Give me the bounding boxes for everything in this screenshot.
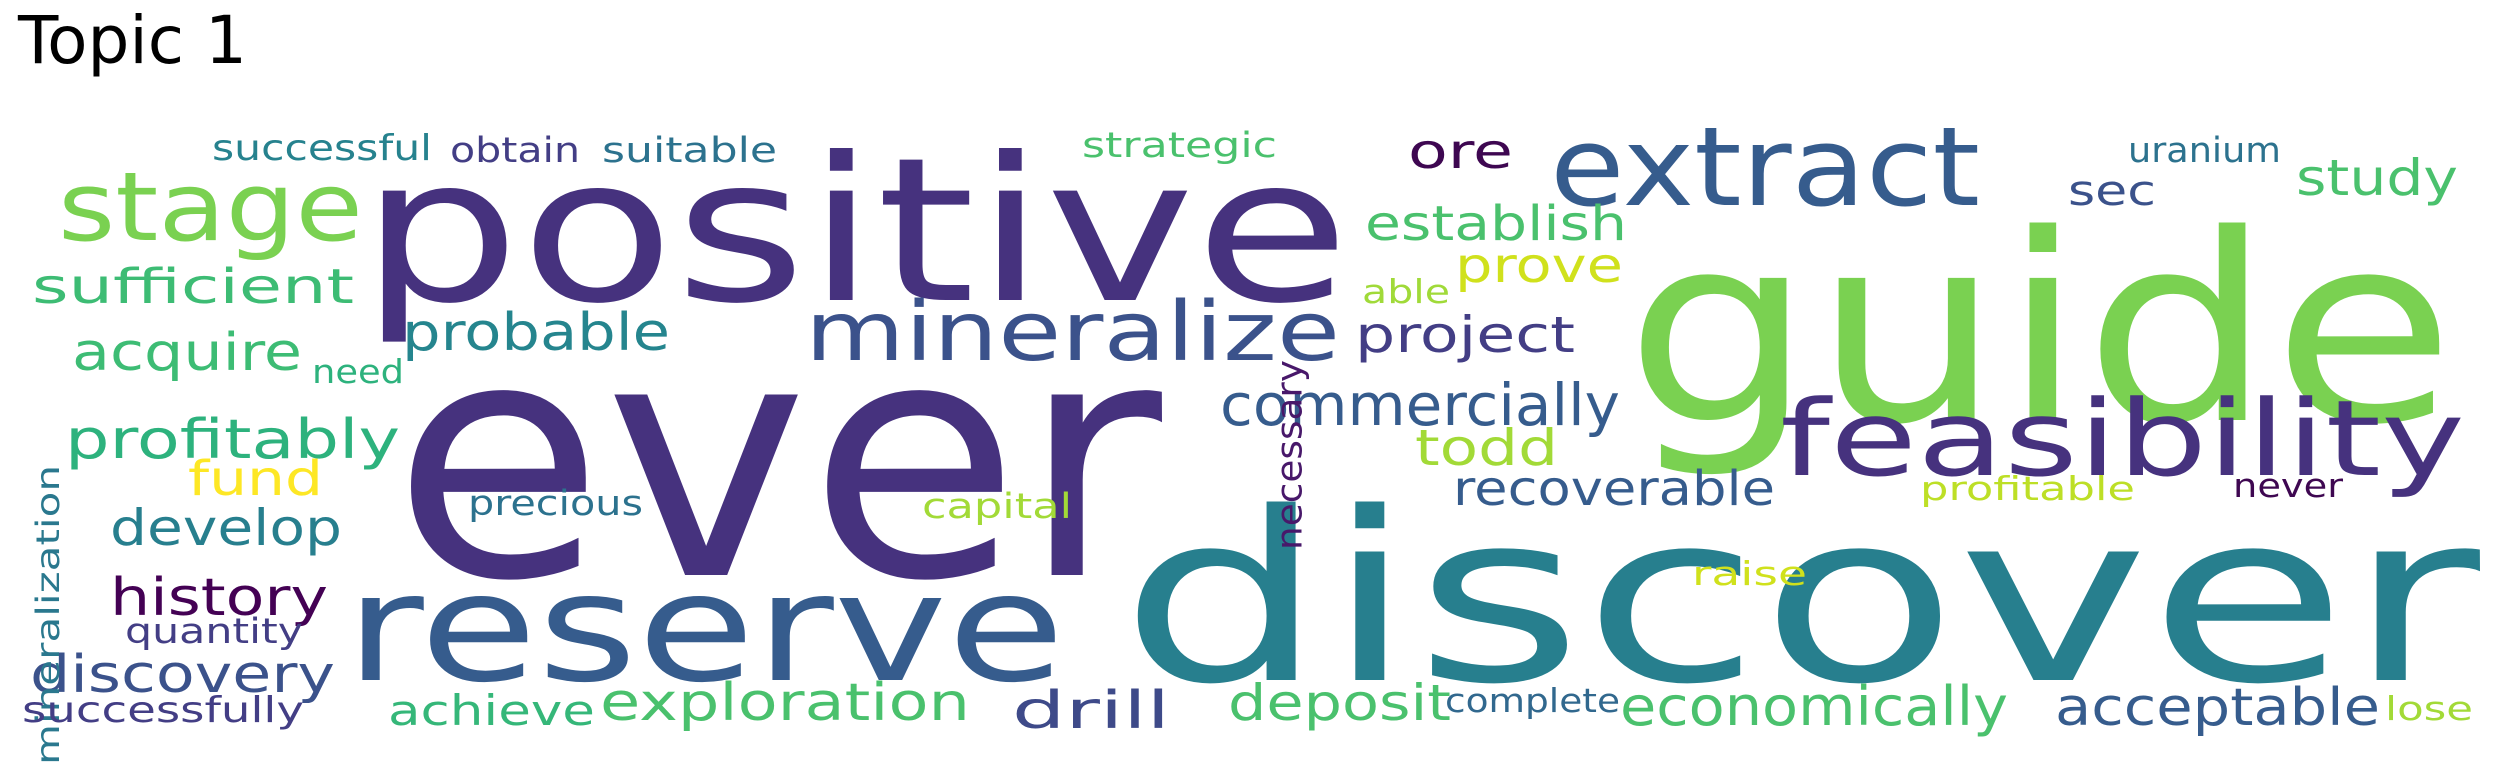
word-history: history bbox=[110, 568, 328, 628]
word-reserve: reserve bbox=[345, 542, 1065, 716]
word-exploration: exploration bbox=[600, 673, 970, 733]
word-necessary: necessary bbox=[1270, 360, 1311, 550]
word-recoverable: recoverable bbox=[1453, 461, 1775, 517]
word-mineralization: mineralization bbox=[29, 465, 67, 764]
word-suitable: suitable bbox=[602, 131, 777, 171]
word-economically: economically bbox=[1620, 675, 2008, 738]
word-ore: ore bbox=[1408, 124, 1513, 180]
chart-title: Topic 1 bbox=[18, 2, 247, 79]
word-quantity: quantity bbox=[125, 612, 303, 652]
word-lose: lose bbox=[2385, 689, 2473, 728]
word-obtain: obtain bbox=[450, 131, 580, 171]
word-discover: discover bbox=[1120, 463, 2481, 736]
word-study: study bbox=[2296, 149, 2458, 207]
word-mineralize: mineralize bbox=[805, 285, 1340, 380]
word-probable: probable bbox=[402, 303, 670, 363]
word-strategic: strategic bbox=[1082, 126, 1277, 166]
word-feasibility: feasibility bbox=[1780, 378, 2465, 500]
word-complete: complete bbox=[1445, 681, 1620, 720]
word-stage: stage bbox=[58, 153, 363, 263]
word-uranium: uranium bbox=[2128, 131, 2281, 171]
word-prove: prove bbox=[1455, 238, 1623, 294]
word-extract: extract bbox=[1550, 103, 1980, 231]
word-achieve: achieve bbox=[388, 686, 595, 735]
word-discovery: discovery bbox=[30, 645, 335, 705]
word-todd: todd bbox=[1415, 419, 1558, 477]
word-sec: sec bbox=[2068, 166, 2156, 215]
word-raise: raise bbox=[1692, 554, 1807, 593]
word-fund: fund bbox=[188, 451, 323, 507]
word-ever: ever bbox=[392, 269, 1166, 653]
word-positive: positive bbox=[360, 115, 1350, 348]
word-profitable: profitable bbox=[1920, 469, 2135, 508]
word-commercially: commercially bbox=[1220, 371, 1620, 439]
word-develop: develop bbox=[110, 499, 342, 557]
word-precious: precious bbox=[468, 484, 643, 524]
word-capital: capital bbox=[922, 487, 1072, 527]
word-sufficient: sufficient bbox=[32, 259, 354, 315]
word-acceptable: acceptable bbox=[2055, 678, 2380, 738]
word-able: able bbox=[1362, 272, 1450, 311]
word-never: never bbox=[2233, 466, 2343, 505]
word-successful: successful bbox=[212, 128, 432, 169]
word-profitably: profitably bbox=[65, 408, 400, 471]
word-drill: drill bbox=[1012, 681, 1170, 741]
word-acquire: acquire bbox=[72, 323, 302, 383]
word-guide: guide bbox=[1625, 180, 2455, 482]
word-successfully: successfully bbox=[22, 690, 304, 731]
word-project: project bbox=[1355, 306, 1575, 364]
word-deposit: deposit bbox=[1228, 674, 1451, 732]
word-establish: establish bbox=[1365, 196, 1627, 252]
word-need: need bbox=[312, 352, 404, 391]
